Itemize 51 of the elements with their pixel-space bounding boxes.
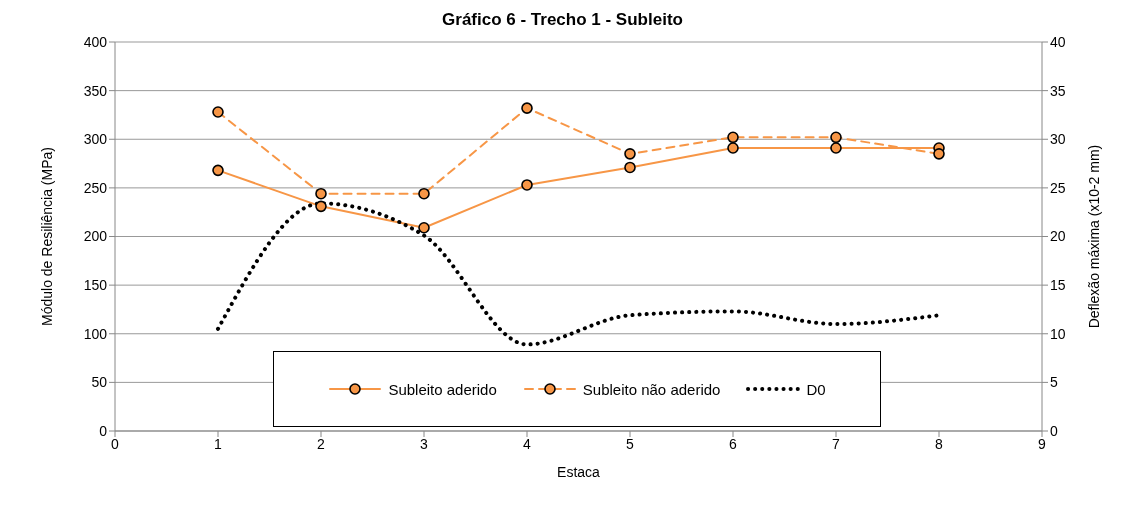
- point: [212, 164, 224, 177]
- y-axis-title: Módulo de Resiliência (MPa): [38, 147, 55, 326]
- point: [624, 148, 636, 160]
- x-tick-label: 8: [935, 435, 944, 452]
- x-tick-label: 2: [317, 435, 326, 452]
- y2-tick-label: 35: [1050, 82, 1066, 99]
- y2-tick-label: 25: [1050, 179, 1066, 196]
- y2-tick-label: 20: [1050, 228, 1066, 245]
- x-axis-title: Estaca: [557, 464, 601, 480]
- y-tick-label: 50: [91, 374, 108, 391]
- point: [521, 102, 533, 114]
- y2-tick-label: 10: [1050, 325, 1066, 342]
- point: [624, 161, 636, 174]
- point: [727, 131, 739, 144]
- x-tick-label: 6: [729, 435, 738, 452]
- y-tick-label: 250: [83, 179, 108, 196]
- y-tick-label: 150: [83, 277, 108, 294]
- legend-label: D0: [806, 380, 826, 398]
- x-tick-label: 5: [626, 435, 635, 452]
- point: [212, 106, 224, 118]
- y-tick-label: 400: [83, 33, 108, 50]
- x-tick-label: 3: [420, 435, 429, 452]
- point: [315, 187, 327, 200]
- point: [933, 148, 945, 160]
- point: [727, 142, 739, 154]
- y2-tick-label: 30: [1050, 131, 1066, 148]
- x-tick-label: 9: [1038, 435, 1047, 452]
- y2-tick-label: 0: [1050, 422, 1058, 439]
- legend-label: Subleito aderido: [388, 380, 497, 398]
- point: [521, 179, 533, 191]
- y-tick-label: 300: [83, 131, 108, 148]
- y-tick-label: 0: [99, 422, 108, 439]
- point: [830, 131, 842, 144]
- y2-axis-title: Deflexão máxima (x10-2 mm): [1085, 144, 1102, 329]
- x-tick-label: 4: [523, 435, 532, 452]
- y-tick-label: 100: [83, 325, 108, 342]
- legend-label: Subleito não aderido: [582, 380, 721, 398]
- x-tick-label: 0: [111, 435, 120, 452]
- x-tick-label: 1: [214, 435, 223, 452]
- y-tick-label: 350: [83, 82, 108, 99]
- y-tick-label: 200: [83, 228, 108, 245]
- point: [315, 200, 327, 213]
- y2-tick-label: 15: [1050, 277, 1066, 294]
- point: [830, 142, 842, 154]
- point: [418, 221, 430, 234]
- y2-tick-label: 5: [1050, 374, 1058, 391]
- point: [418, 187, 430, 200]
- x-tick-label: 7: [832, 435, 841, 452]
- y2-tick-label: 40: [1050, 33, 1066, 50]
- chart-title: Gráfico 6 - Trecho 1 - Subleito: [441, 9, 684, 31]
- line-series: [216, 200, 941, 347]
